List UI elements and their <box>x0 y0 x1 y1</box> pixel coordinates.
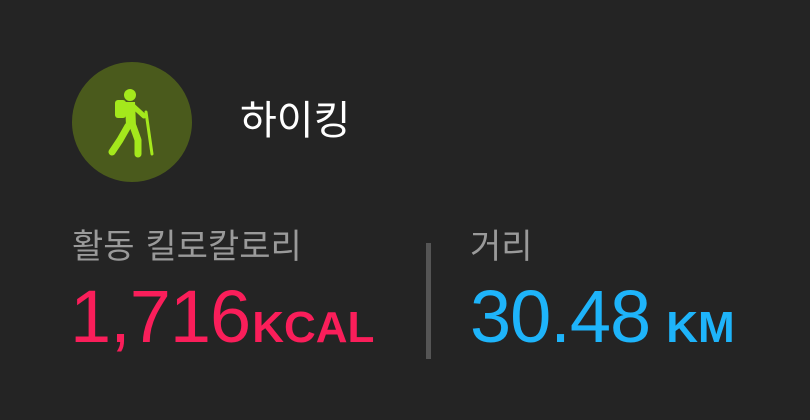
distance-label: 거리 <box>470 227 533 267</box>
calories-label: 활동 킬로칼로리 <box>72 227 302 267</box>
distance-value-group: 30.48 KM <box>470 276 735 358</box>
hiking-icon <box>108 89 154 158</box>
calories-value: 1,716 <box>70 275 251 358</box>
calories-unit: KCAL <box>252 303 375 352</box>
distance-value: 30.48 <box>470 275 651 358</box>
calories-value-group: 1,716KCAL <box>70 276 374 358</box>
distance-unit: KM <box>666 303 735 352</box>
activity-icon-badge <box>72 62 192 182</box>
activity-title: 하이킹 <box>240 98 351 144</box>
metrics-divider <box>426 243 431 359</box>
